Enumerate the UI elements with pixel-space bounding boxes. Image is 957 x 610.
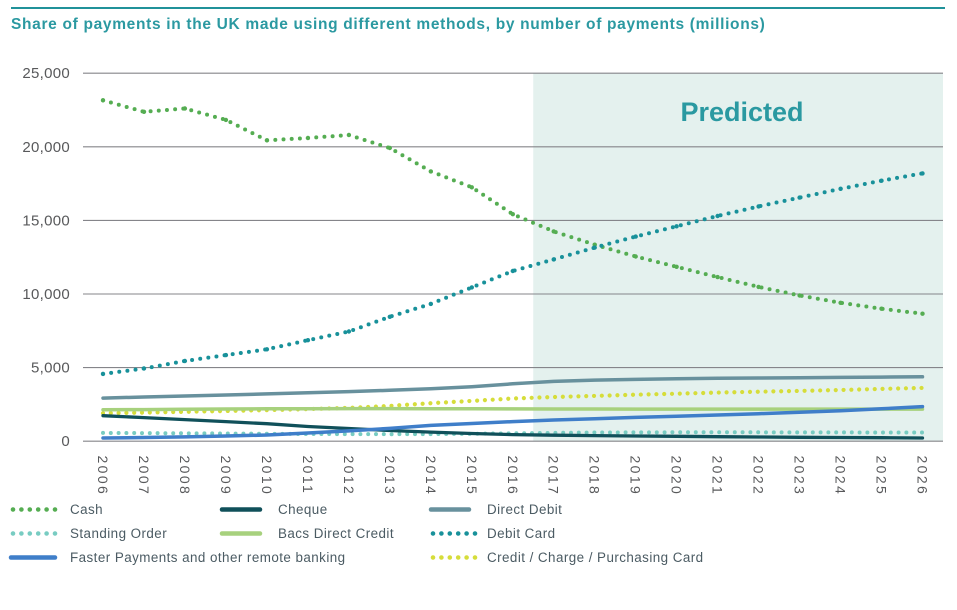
svg-text:2023: 2023	[792, 456, 808, 497]
svg-text:0: 0	[61, 433, 70, 450]
svg-text:2025: 2025	[874, 456, 890, 497]
svg-text:2012: 2012	[341, 456, 357, 497]
svg-text:Predicted: Predicted	[680, 97, 803, 127]
svg-text:2017: 2017	[546, 456, 562, 497]
svg-text:2020: 2020	[669, 456, 685, 497]
svg-text:2007: 2007	[136, 456, 152, 497]
svg-text:Debit Card: Debit Card	[487, 526, 556, 541]
svg-text:2018: 2018	[587, 456, 603, 497]
svg-text:2019: 2019	[628, 456, 644, 497]
svg-text:2022: 2022	[751, 456, 767, 497]
svg-text:2009: 2009	[218, 456, 234, 497]
svg-text:25,000: 25,000	[22, 65, 70, 82]
svg-text:Direct Debit: Direct Debit	[487, 502, 562, 517]
svg-text:Cheque: Cheque	[278, 502, 328, 517]
svg-text:2013: 2013	[382, 456, 398, 497]
svg-text:2021: 2021	[710, 456, 726, 497]
svg-text:Bacs Direct Credit: Bacs Direct Credit	[278, 526, 394, 541]
svg-text:2015: 2015	[464, 456, 480, 497]
svg-text:2014: 2014	[423, 456, 439, 497]
svg-text:15,000: 15,000	[22, 212, 70, 229]
svg-text:2024: 2024	[833, 456, 849, 497]
svg-text:Cash: Cash	[70, 502, 103, 517]
svg-text:2016: 2016	[505, 456, 521, 497]
svg-text:10,000: 10,000	[22, 286, 70, 303]
svg-text:2026: 2026	[915, 456, 931, 497]
svg-text:2008: 2008	[177, 456, 193, 497]
svg-text:Credit / Charge / Purchasing C: Credit / Charge / Purchasing Card	[487, 550, 704, 565]
svg-text:Faster Payments and other remo: Faster Payments and other remote banking	[70, 550, 346, 565]
svg-text:Standing Order: Standing Order	[70, 526, 167, 541]
svg-text:5,000: 5,000	[31, 360, 70, 377]
svg-text:2006: 2006	[95, 456, 111, 497]
svg-text:2010: 2010	[259, 456, 275, 497]
svg-text:20,000: 20,000	[22, 139, 70, 156]
svg-text:2011: 2011	[300, 456, 316, 496]
